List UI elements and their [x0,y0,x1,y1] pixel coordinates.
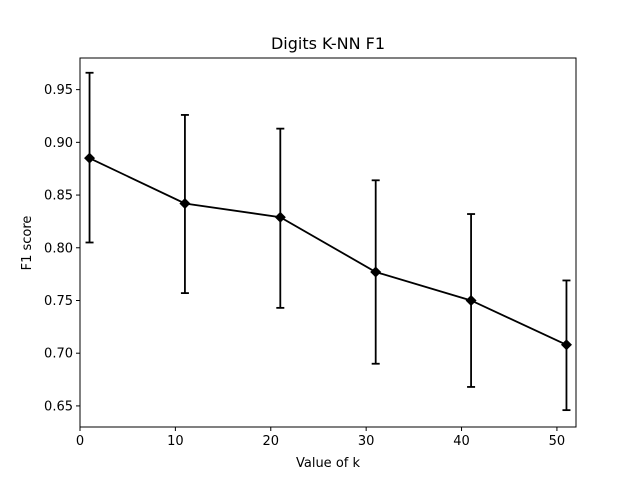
data-point-diamond [465,294,477,306]
series-line [89,157,567,346]
y-axis: 0.65 0.70 0.75 0.80 0.85 0.90 0.95 [44,83,80,414]
y-tick-label: 0.70 [44,347,73,362]
y-tick-label: 0.95 [44,83,73,98]
y-tick-label: 0.90 [44,136,73,151]
x-tick-label: 30 [358,434,375,449]
series-markers [84,152,572,351]
x-tick-label: 0 [76,434,84,449]
data-point-diamond [84,152,96,164]
plot-area [79,57,577,428]
x-tick-label: 10 [167,434,184,449]
x-tick-label: 40 [453,434,470,449]
y-tick-label: 0.85 [44,189,73,204]
x-tick-label: 20 [262,434,279,449]
x-tick-label: 50 [549,434,566,449]
x-axis-label: Value of k [296,456,360,471]
data-point-diamond [370,266,382,278]
data-point-diamond [179,197,191,209]
data-point-diamond [560,339,572,351]
y-tick-label: 0.80 [44,241,73,256]
data-point-diamond [274,211,286,223]
chart-title: Digits K-NN F1 [271,34,385,53]
y-tick-label: 0.75 [44,294,73,309]
y-axis-label: F1 score [20,216,35,271]
x-axis: 0 10 20 30 40 50 [76,427,565,449]
y-tick-label: 0.65 [44,399,73,414]
